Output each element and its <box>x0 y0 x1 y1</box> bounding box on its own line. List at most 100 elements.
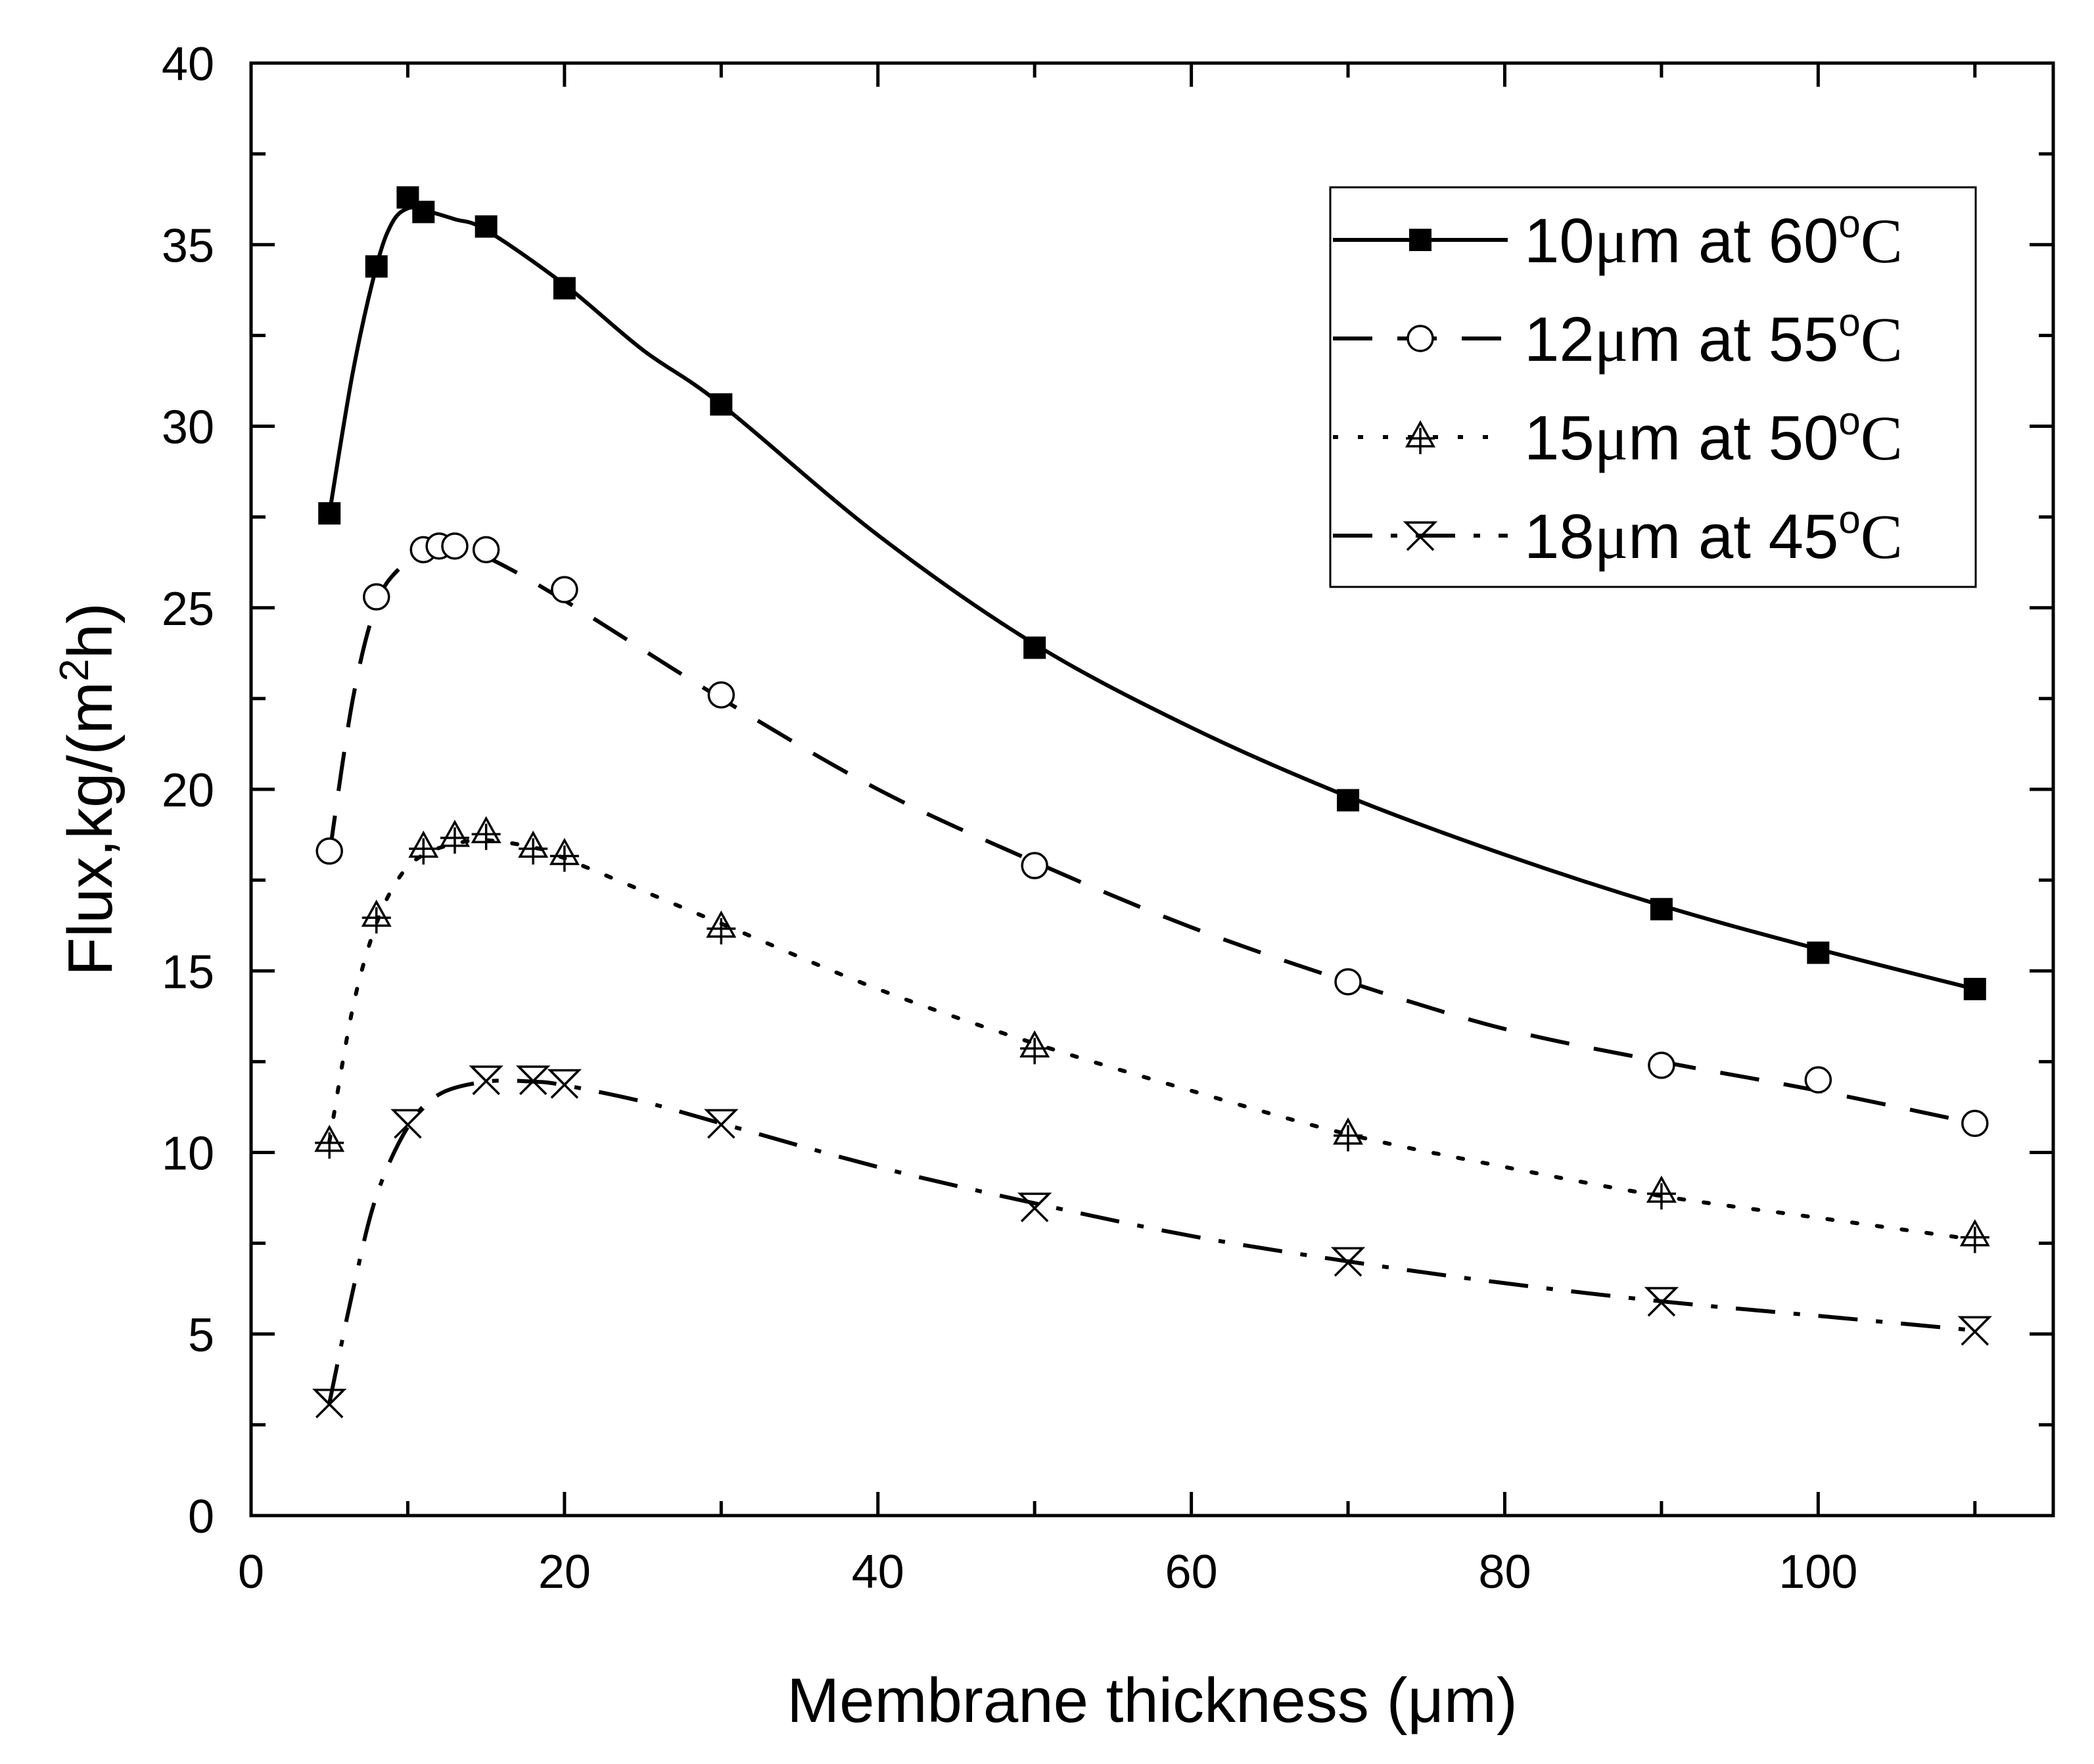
y-tick-label: 0 <box>188 1491 214 1543</box>
square-marker-shape <box>1963 977 1986 1000</box>
legend-label-unit: C <box>1861 206 1903 276</box>
series-4-point <box>1330 1247 1366 1277</box>
series-4-point <box>547 1069 582 1099</box>
marker-diag-2 <box>1334 1249 1362 1277</box>
series-1-point <box>318 502 341 525</box>
x-tick-label: 20 <box>538 1546 591 1598</box>
legend-label-degree: o <box>1838 498 1860 542</box>
y-tick-label: 40 <box>162 38 214 91</box>
series-4-point <box>1957 1316 1993 1346</box>
legend-entry-3: 15μm at 50oC <box>1333 399 1903 473</box>
marker-diag-2 <box>315 1390 344 1418</box>
square-marker-shape <box>365 255 388 278</box>
series-3-point <box>408 830 439 865</box>
series-3-point <box>706 910 737 944</box>
y-tick-label: 15 <box>162 946 214 998</box>
legend-label-mu: μ <box>1594 403 1628 473</box>
marker-diag-2 <box>1961 1317 1989 1346</box>
y-tick-label: 10 <box>162 1128 214 1180</box>
circle-marker-shape <box>551 576 578 603</box>
legend-label-degree: o <box>1838 300 1860 344</box>
square-marker-shape <box>1650 898 1673 921</box>
square-marker-shape <box>318 502 341 525</box>
circle-marker-shape <box>1648 1052 1675 1079</box>
marker-diag-2 <box>1647 1288 1676 1317</box>
y-axis-title-prefix: Flux,kg/(m <box>55 682 126 976</box>
series-markers <box>312 186 1993 1418</box>
circle-marker-shape <box>362 583 390 611</box>
series-1-point <box>365 255 388 278</box>
series-2-point <box>315 837 343 865</box>
series-line-1 <box>327 205 1976 991</box>
circle-marker-shape <box>1021 852 1048 879</box>
series-lines <box>327 205 1977 1404</box>
marker-diag-2 <box>472 1067 500 1096</box>
series-1-point <box>1023 636 1046 659</box>
series-3-point <box>1959 1219 1990 1253</box>
legend-label: 10μm at 60oC <box>1524 202 1903 276</box>
y-tick-label: 25 <box>162 583 214 636</box>
series-line-4 <box>327 1079 1976 1404</box>
legend-entry-2: 12μm at 55oC <box>1333 300 1903 375</box>
series-2-point <box>1334 968 1362 996</box>
circle-marker-shape <box>707 681 735 709</box>
series-2-point <box>362 583 390 611</box>
legend-label-num: 10 <box>1524 206 1594 276</box>
series-4-point <box>515 1065 551 1096</box>
series-3-point <box>471 816 501 850</box>
series-2-point <box>1021 852 1048 879</box>
legend-label-unit: C <box>1861 304 1903 375</box>
series-2-point <box>441 532 469 560</box>
legend-label-mid: m at 60 <box>1628 206 1838 276</box>
legend-box <box>1329 186 1977 588</box>
square-marker-shape <box>1023 636 1046 659</box>
legend-label-num: 18 <box>1524 501 1594 572</box>
marker-diag-2 <box>1406 522 1435 551</box>
x-tick-label: 40 <box>852 1546 904 1598</box>
legend-label-mu: μ <box>1594 501 1628 572</box>
series-1-point <box>1963 977 1986 1000</box>
series-4-point <box>469 1065 503 1096</box>
x-tick-label: 60 <box>1165 1546 1218 1598</box>
legend-label-num: 12 <box>1524 304 1594 375</box>
circle-marker-shape <box>1407 325 1434 352</box>
legend-label-mid: m at 45 <box>1628 501 1838 572</box>
series-3-point <box>518 830 549 865</box>
marker-diag-2 <box>1020 1194 1049 1222</box>
circle-marker-shape <box>1961 1109 1989 1138</box>
circle-marker-shape <box>315 837 343 865</box>
y-tick-labels: 0 5 10 15 20 25 30 35 40 <box>162 38 214 1543</box>
series-3-point <box>1646 1175 1677 1210</box>
series-1-point <box>553 277 576 300</box>
circle-marker-shape <box>472 536 500 564</box>
square-marker-shape <box>1337 789 1360 812</box>
legend-label-mid: m at 50 <box>1628 403 1838 473</box>
x-tick-label: 0 <box>238 1546 264 1598</box>
series-2-point <box>1648 1052 1675 1079</box>
circle-marker-shape <box>1804 1066 1832 1094</box>
series-1-point <box>1650 898 1673 921</box>
y-tick-label: 20 <box>162 764 214 817</box>
legend-label-unit: C <box>1861 501 1903 572</box>
series-4-point <box>312 1388 347 1418</box>
legend-label-degree: o <box>1838 202 1860 246</box>
series-1-point <box>1807 941 1830 964</box>
series-1-point <box>412 200 435 223</box>
plot-frame <box>249 61 2055 1518</box>
x-tick-label: 80 <box>1478 1546 1531 1598</box>
legend-label-degree: o <box>1838 399 1860 443</box>
legend-marker <box>1405 420 1435 454</box>
legend-entry-1: 10μm at 60oC <box>1333 202 1903 276</box>
x-tick-labels: 0 20 40 60 80 100 <box>238 1546 1857 1598</box>
circle-marker-shape <box>1334 968 1362 996</box>
series-2-point <box>551 576 578 603</box>
square-marker-shape <box>553 277 576 300</box>
series-3-point <box>439 820 470 854</box>
series-4-point <box>1017 1192 1052 1222</box>
y-axis-title-suffix: h) <box>55 603 126 659</box>
y-axis-title: Flux,kg/(m2h) <box>52 603 126 976</box>
legend-label-mu: μ <box>1594 206 1628 276</box>
series-line-3 <box>327 838 1977 1242</box>
